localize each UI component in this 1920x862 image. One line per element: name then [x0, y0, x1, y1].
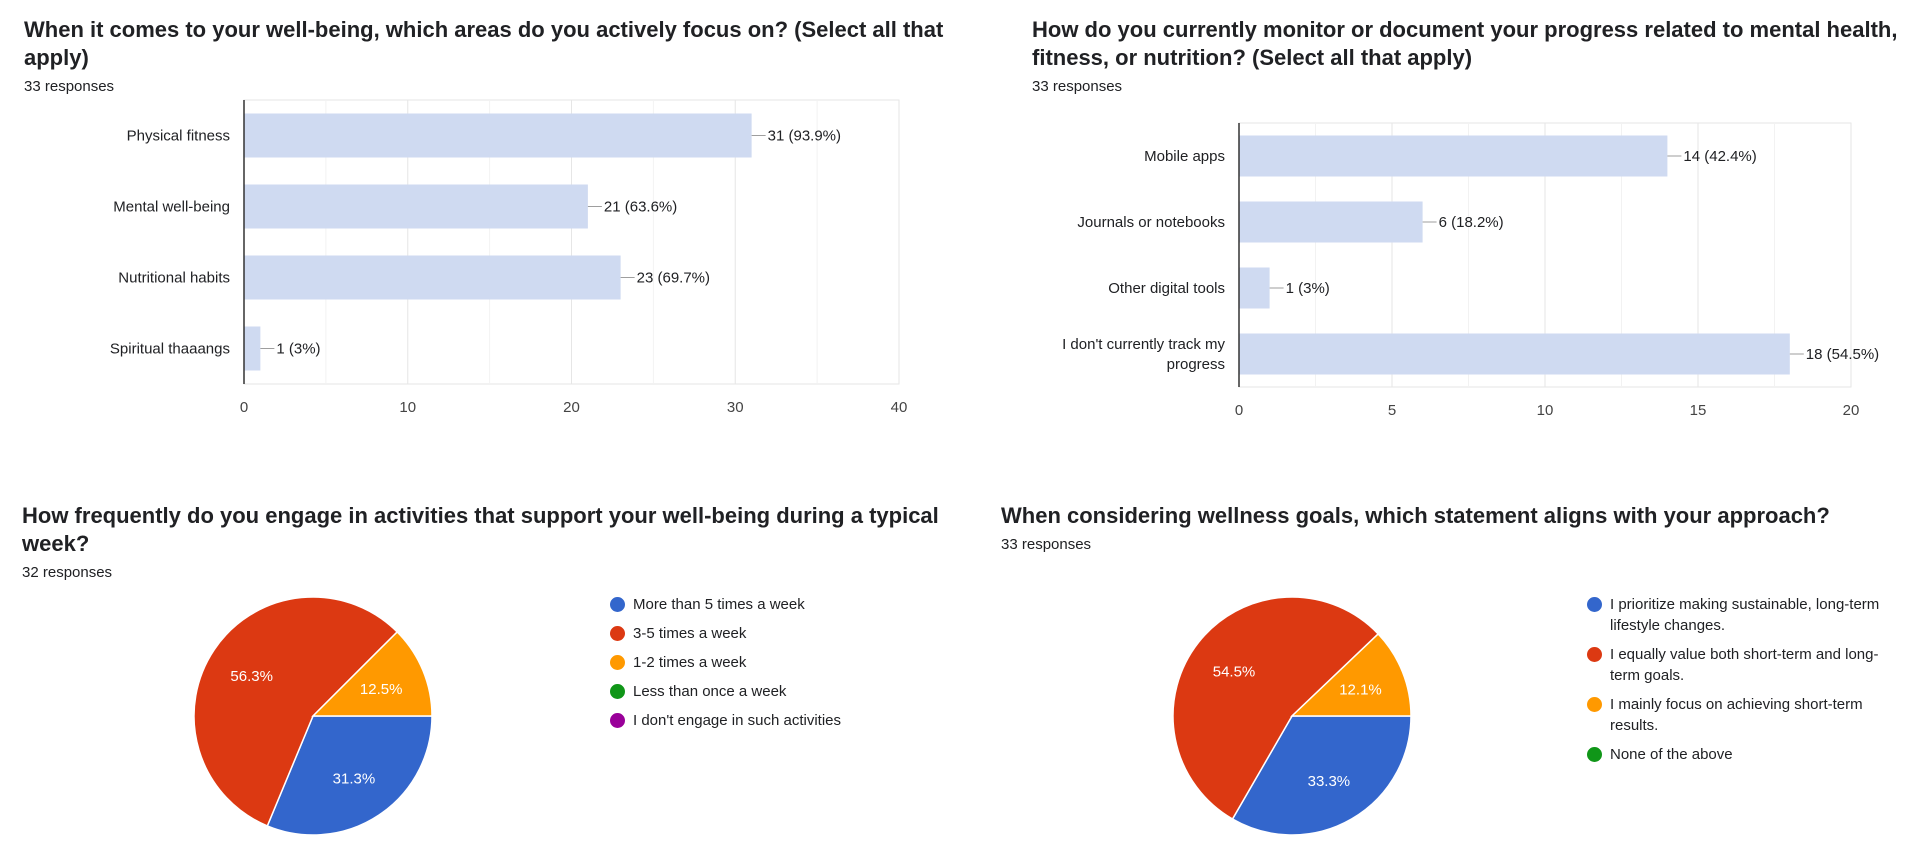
pie-legend-frequency: More than 5 times a week 3-5 times a week…	[610, 594, 910, 739]
question-title: How do you currently monitor or document…	[1032, 17, 1898, 70]
pie-legend-approach: I prioritize making sustainable, long-te…	[1587, 594, 1907, 773]
legend-label: I equally value both short-term and long…	[1610, 646, 1879, 684]
legend-label: 3-5 times a week	[633, 625, 747, 642]
chart-panel-approach: When considering wellness goals, which s…	[1001, 502, 1901, 553]
legend-item: More than 5 times a week	[610, 594, 910, 615]
chart-panel-tracking: How do you currently monitor or document…	[1032, 16, 1912, 95]
pie-chart-frequency: 31.3% 56.3% 12.5%	[193, 596, 433, 836]
legend-item: None of the above	[1587, 744, 1907, 765]
legend-swatch	[610, 713, 625, 728]
legend-label: More than 5 times a week	[633, 596, 805, 613]
category-label: Spiritual thaaangs	[110, 341, 230, 358]
legend-item: Less than once a week	[610, 681, 910, 702]
bar	[1239, 135, 1668, 177]
question-title: How frequently do you engage in activiti…	[22, 503, 939, 556]
category-label: Nutritional habits	[118, 270, 230, 287]
data-label: 18 (54.5%)	[1806, 346, 1879, 363]
category-label: Physical fitness	[127, 128, 230, 145]
slice-label: 56.3%	[230, 668, 273, 685]
data-label: 23 (69.7%)	[637, 270, 710, 287]
legend-swatch	[1587, 647, 1602, 662]
bar	[244, 326, 261, 371]
category-label: I don't currently track my progress	[1062, 336, 1225, 373]
pie-slice	[311, 630, 433, 717]
x-tick-label: 10	[399, 399, 416, 416]
bar	[1239, 333, 1790, 375]
legend-item: 1-2 times a week	[610, 652, 910, 673]
legend-label: None of the above	[1610, 746, 1733, 763]
pie-slice	[1290, 632, 1412, 717]
x-tick-label: 20	[563, 399, 580, 416]
data-label: 31 (93.9%)	[768, 128, 841, 145]
x-tick-label: 30	[727, 399, 744, 416]
legend-swatch	[1587, 597, 1602, 612]
data-label: 1 (3%)	[276, 341, 320, 358]
x-tick-label: 0	[240, 399, 248, 416]
legend-label: I prioritize making sustainable, long-te…	[1610, 596, 1880, 634]
legend-item: I don't engage in such activities	[610, 710, 910, 731]
legend-swatch	[610, 655, 625, 670]
slice-label: 33.3%	[1308, 773, 1351, 790]
legend-swatch	[610, 597, 625, 612]
data-label: 21 (63.6%)	[604, 199, 677, 216]
data-label: 14 (42.4%)	[1683, 148, 1756, 165]
x-tick-label: 0	[1235, 402, 1243, 419]
pie-slice	[1231, 715, 1412, 836]
chart-panel-focus-areas: When it comes to your well-being, which …	[24, 16, 944, 95]
bar	[244, 184, 588, 229]
bar	[244, 255, 621, 300]
bar-chart-focus_areas: Physical fitness 31 (93.9%) Mental well-be…	[110, 99, 908, 416]
pie-slice	[1172, 596, 1380, 821]
legend-item: 3-5 times a week	[610, 623, 910, 644]
x-tick-label: 40	[891, 399, 908, 416]
category-label: Other digital tools	[1108, 280, 1225, 297]
legend-label: I mainly focus on achieving short-term r…	[1610, 696, 1863, 734]
slice-label: 31.3%	[333, 770, 376, 787]
data-label: 6 (18.2%)	[1439, 214, 1504, 231]
category-label: Mental well-being	[113, 199, 230, 216]
legend-swatch	[610, 684, 625, 699]
legend-item: I equally value both short-term and long…	[1587, 644, 1907, 686]
x-tick-label: 15	[1690, 402, 1707, 419]
question-title: When considering wellness goals, which s…	[1001, 503, 1830, 528]
x-tick-label: 10	[1537, 402, 1554, 419]
legend-swatch	[610, 626, 625, 641]
response-count: 33 responses	[1032, 78, 1123, 95]
x-tick-label: 20	[1843, 402, 1860, 419]
slice-label: 12.5%	[360, 681, 403, 698]
legend-item: I mainly focus on achieving short-term r…	[1587, 694, 1907, 736]
slice-label: 12.1%	[1339, 682, 1382, 699]
pie-chart-approach: 33.3% 54.5% 12.1%	[1172, 596, 1412, 836]
question-title: When it comes to your well-being, which …	[24, 17, 944, 70]
x-tick-label: 5	[1388, 402, 1396, 419]
legend-swatch	[1587, 747, 1602, 762]
response-count: 33 responses	[24, 78, 115, 95]
chart-panel-frequency: How frequently do you engage in activiti…	[22, 502, 982, 581]
legend-label: 1-2 times a week	[633, 654, 747, 671]
legend-label: Less than once a week	[633, 683, 787, 700]
response-count: 32 responses	[22, 564, 113, 581]
pie-slice	[193, 596, 399, 827]
bar	[1239, 201, 1423, 243]
bar-chart-tracking: Mobile apps 14 (42.4%) Journals or noteboo…	[1062, 122, 1879, 419]
legend-label: I don't engage in such activities	[633, 712, 841, 729]
legend-swatch	[1587, 697, 1602, 712]
bar	[1239, 267, 1270, 309]
legend-item: I prioritize making sustainable, long-te…	[1587, 594, 1907, 636]
category-label: Mobile apps	[1144, 148, 1225, 165]
response-count: 33 responses	[1001, 536, 1092, 553]
slice-label: 54.5%	[1213, 663, 1256, 680]
pie-slice	[266, 715, 433, 836]
data-label: 1 (3%)	[1286, 280, 1330, 297]
bar	[244, 113, 752, 158]
category-label: Journals or notebooks	[1077, 214, 1225, 231]
